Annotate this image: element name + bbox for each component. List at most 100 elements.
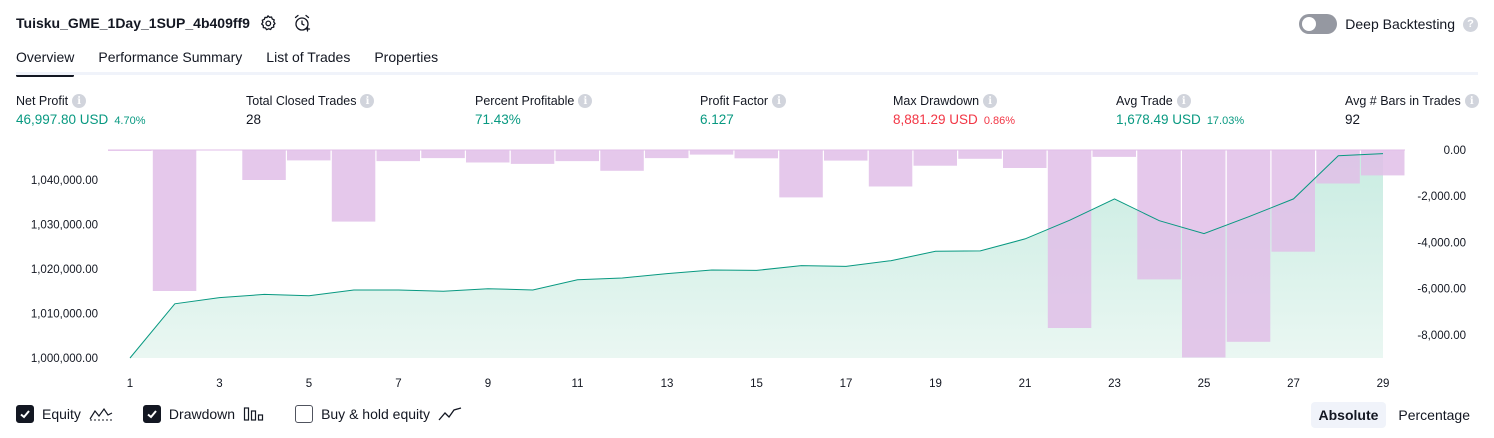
metric-label: Total Closed Trades — [246, 94, 357, 108]
drawdown-bar[interactable] — [242, 150, 286, 180]
y-left-tick-label: 1,010,000.00 — [31, 309, 98, 321]
metric-label: Net Profit — [16, 94, 69, 108]
legend-buy-hold[interactable]: Buy & hold equity — [295, 405, 462, 423]
percentage-mode-button[interactable]: Percentage — [1398, 407, 1470, 423]
tab-overview[interactable]: Overview — [16, 46, 75, 77]
y-right-tick-label: -2,000.00 — [1417, 191, 1466, 203]
drawdown-bar[interactable] — [1092, 150, 1137, 157]
metric-label: Percent Profitable — [475, 94, 575, 108]
metric-label: Profit Factor — [700, 94, 769, 108]
metric-profit-factor: Profit Factor i 6.127 — [700, 93, 787, 127]
drawdown-bar[interactable] — [1182, 150, 1226, 358]
info-icon[interactable]: i — [360, 94, 375, 108]
metric-label: Max Drawdown — [893, 94, 980, 108]
toggle-knob — [1302, 17, 1317, 31]
drawdown-bar[interactable] — [868, 150, 913, 187]
legend-equity[interactable]: Equity — [16, 405, 113, 423]
drawdown-bar[interactable] — [645, 150, 689, 159]
drawdown-bar[interactable] — [331, 150, 376, 222]
x-tick-label: 11 — [572, 378, 584, 390]
drawdown-bar[interactable] — [152, 150, 197, 291]
drawdown-bar[interactable] — [913, 150, 958, 166]
y-left-tick-label: 1,000,000.00 — [31, 353, 98, 365]
info-icon[interactable]: i — [983, 94, 998, 108]
y-left-tick-label: 1,040,000.00 — [31, 175, 98, 187]
drawdown-bar[interactable] — [421, 150, 465, 159]
x-tick-label: 29 — [1377, 378, 1390, 390]
check-icon — [20, 410, 30, 419]
y-right-tick-label: 0.00 — [1444, 145, 1466, 157]
report-header: Tuisku_GME_1Day_1SUP_4b409ff9 Deep Backt… — [0, 0, 1494, 46]
buy-hold-checkbox[interactable] — [295, 405, 314, 423]
metric-net-profit: Net Profit i 46,997.80 USD 4.70% — [16, 93, 146, 127]
info-icon[interactable]: i — [578, 94, 593, 108]
deep-backtesting-control: Deep Backtesting ? — [1299, 13, 1478, 35]
alarm-clock-icon — [294, 14, 311, 32]
drawdown-bar[interactable] — [287, 150, 331, 161]
x-tick-label: 25 — [1198, 378, 1211, 390]
drawdown-bar[interactable] — [824, 150, 868, 161]
metric-total-closed-trades: Total Closed Trades i 28 — [246, 93, 375, 127]
drawdown-bar[interactable] — [197, 150, 242, 151]
add-alert-button[interactable] — [291, 12, 313, 34]
legend-drawdown[interactable]: Drawdown — [142, 405, 265, 423]
legend-buy-hold-label: Buy & hold equity — [321, 406, 431, 422]
x-tick-label: 15 — [750, 378, 763, 390]
drawdown-bar[interactable] — [689, 150, 734, 155]
y-left-tick-label: 1,020,000.00 — [31, 264, 98, 276]
metric-percent: 17.03% — [1206, 115, 1245, 127]
drawdown-bar[interactable] — [1047, 150, 1092, 328]
drawdown-bar[interactable] — [1226, 150, 1271, 342]
metric-max-drawdown: Max Drawdown i 8,881.29 USD 0.86% — [893, 93, 1015, 127]
legend-drawdown-label: Drawdown — [168, 406, 236, 422]
x-tick-label: 19 — [929, 378, 942, 390]
drawdown-bar[interactable] — [600, 150, 644, 171]
info-icon[interactable]: i — [772, 94, 787, 108]
drawdown-bar[interactable] — [1003, 150, 1047, 168]
x-tick-label: 5 — [306, 378, 312, 390]
drawdown-bar[interactable] — [958, 150, 1002, 159]
settings-button[interactable] — [257, 12, 279, 34]
info-icon[interactable]: i — [72, 94, 87, 108]
drawdown-bar[interactable] — [1271, 150, 1316, 252]
metric-percent-profitable: Percent Profitable i 71.43% — [475, 93, 593, 127]
buy-hold-line-icon — [438, 407, 462, 421]
report-tabs: Overview Performance Summary List of Tra… — [16, 46, 439, 77]
drawdown-bar[interactable] — [466, 150, 510, 163]
metric-value: 8,881.29 USD — [893, 112, 978, 127]
metric-percent: 0.86% — [983, 115, 1016, 127]
metric-value: 46,997.80 USD — [16, 112, 109, 127]
drawdown-checkbox[interactable] — [142, 405, 161, 423]
help-icon[interactable]: ? — [1463, 16, 1478, 32]
drawdown-bar[interactable] — [108, 150, 152, 151]
x-tick-label: 7 — [395, 378, 401, 390]
info-icon[interactable]: i — [1176, 94, 1191, 108]
deep-backtesting-toggle[interactable] — [1299, 14, 1338, 34]
drawdown-bar[interactable] — [510, 150, 555, 164]
metric-value: 92 — [1345, 112, 1361, 127]
drawdown-bar[interactable] — [376, 150, 421, 162]
tabs-divider — [16, 72, 1478, 75]
x-tick-label: 23 — [1108, 378, 1121, 390]
drawdown-bar[interactable] — [555, 150, 600, 162]
tab-list-of-trades[interactable]: List of Trades — [266, 49, 351, 65]
drawdown-bar[interactable] — [779, 150, 823, 198]
tab-performance-summary[interactable]: Performance Summary — [98, 49, 243, 65]
equity-checkbox[interactable] — [16, 405, 34, 423]
metric-value: 28 — [246, 112, 262, 127]
y-left-tick-label: 1,030,000.00 — [31, 220, 98, 232]
equity-drawdown-chart[interactable]: 1,000,000.00 1,010,000.00 1,020,000.00 1,03… — [0, 136, 1494, 398]
info-icon[interactable]: i — [1464, 94, 1479, 108]
drawdown-bar[interactable] — [1137, 150, 1181, 280]
absolute-mode-button[interactable]: Absolute — [1310, 402, 1387, 428]
value-mode-switch: Absolute Percentage — [1310, 401, 1479, 429]
equity-line-icon — [89, 407, 113, 421]
deep-backtesting-label: Deep Backtesting — [1345, 16, 1455, 32]
drawdown-bars-icon — [243, 407, 264, 421]
y-right-tick-label: -6,000.00 — [1417, 284, 1466, 296]
x-tick-label: 1 — [127, 378, 133, 390]
x-tick-label: 3 — [216, 378, 222, 390]
tab-properties[interactable]: Properties — [374, 49, 439, 65]
equity-line[interactable] — [129, 153, 1384, 359]
drawdown-bar[interactable] — [734, 150, 779, 159]
